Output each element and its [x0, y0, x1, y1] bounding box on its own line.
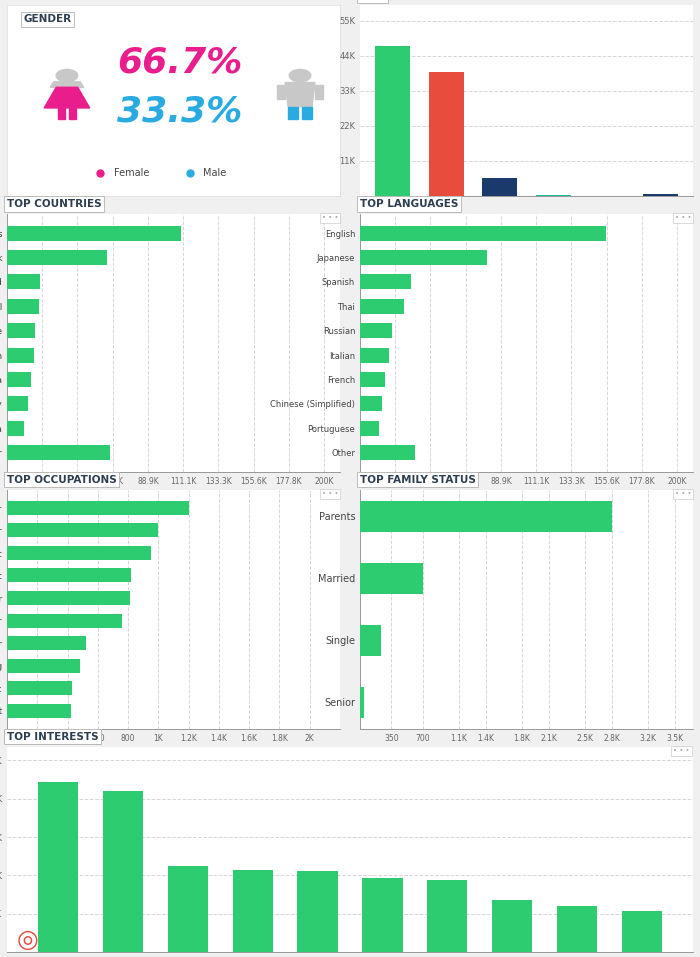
Text: 66.7%: 66.7%: [118, 45, 243, 79]
Bar: [375, 46, 410, 196]
Bar: [482, 178, 517, 196]
Bar: [288, 106, 298, 120]
Legend: 18-24, 25-34, 35-44, 45-54, 55-64, 65+: 18-24, 25-34, 35-44, 45-54, 55-64, 65+: [406, 231, 614, 246]
Bar: [168, 866, 208, 952]
Bar: [7, 421, 24, 435]
Text: GENDER: GENDER: [24, 14, 72, 24]
Bar: [7, 681, 72, 696]
Circle shape: [289, 70, 311, 81]
Bar: [360, 250, 487, 265]
Bar: [427, 879, 468, 952]
Bar: [428, 72, 463, 196]
Bar: [492, 901, 532, 952]
Bar: [7, 501, 188, 515]
Bar: [315, 85, 323, 99]
Bar: [7, 523, 158, 537]
Bar: [360, 275, 411, 289]
Text: 33.3%: 33.3%: [118, 95, 243, 129]
Polygon shape: [50, 81, 84, 87]
Text: TOP COUNTRIES: TOP COUNTRIES: [7, 199, 101, 209]
Text: • • •: • • •: [675, 491, 692, 497]
Bar: [38, 782, 78, 952]
Bar: [7, 275, 41, 289]
Bar: [360, 347, 389, 363]
Bar: [360, 687, 365, 718]
Text: • • •: • • •: [322, 215, 338, 221]
Text: Male: Male: [204, 168, 227, 178]
Bar: [360, 396, 382, 412]
Polygon shape: [285, 82, 315, 106]
Bar: [277, 85, 285, 99]
Bar: [360, 501, 612, 532]
Bar: [360, 299, 405, 314]
Text: • • •: • • •: [675, 215, 692, 221]
Bar: [232, 870, 273, 952]
Bar: [58, 108, 65, 120]
Bar: [363, 879, 402, 952]
Bar: [7, 226, 181, 241]
Text: Female: Female: [113, 168, 149, 178]
Bar: [360, 372, 386, 387]
Bar: [360, 445, 416, 460]
Bar: [7, 372, 31, 387]
Bar: [7, 299, 38, 314]
Bar: [298, 872, 337, 952]
Bar: [360, 625, 381, 656]
Bar: [7, 396, 27, 412]
Bar: [643, 193, 678, 196]
Text: ◎: ◎: [17, 928, 39, 952]
Bar: [7, 704, 71, 718]
Bar: [69, 108, 76, 120]
Bar: [360, 226, 606, 241]
Bar: [302, 106, 312, 120]
Bar: [360, 421, 379, 435]
Text: TOP LANGUAGES: TOP LANGUAGES: [360, 199, 458, 209]
Bar: [7, 636, 85, 650]
Bar: [7, 591, 130, 605]
Bar: [7, 347, 34, 363]
Text: TOP INTERESTS: TOP INTERESTS: [7, 732, 99, 742]
Text: • • •: • • •: [673, 747, 690, 754]
Circle shape: [56, 70, 78, 81]
Bar: [103, 790, 144, 952]
Bar: [360, 563, 423, 593]
Text: TOP OCCUPATIONS: TOP OCCUPATIONS: [7, 475, 117, 485]
Bar: [7, 658, 80, 673]
Bar: [7, 323, 35, 338]
Text: TOP FAMILY STATUS: TOP FAMILY STATUS: [360, 475, 476, 485]
Bar: [360, 323, 392, 338]
Bar: [536, 194, 570, 196]
Bar: [622, 911, 662, 952]
Text: • • •: • • •: [322, 491, 338, 497]
Polygon shape: [44, 87, 90, 108]
Bar: [7, 445, 110, 460]
Bar: [7, 613, 122, 628]
Bar: [7, 568, 131, 583]
Bar: [7, 545, 150, 560]
Bar: [7, 250, 107, 265]
Bar: [556, 905, 597, 952]
